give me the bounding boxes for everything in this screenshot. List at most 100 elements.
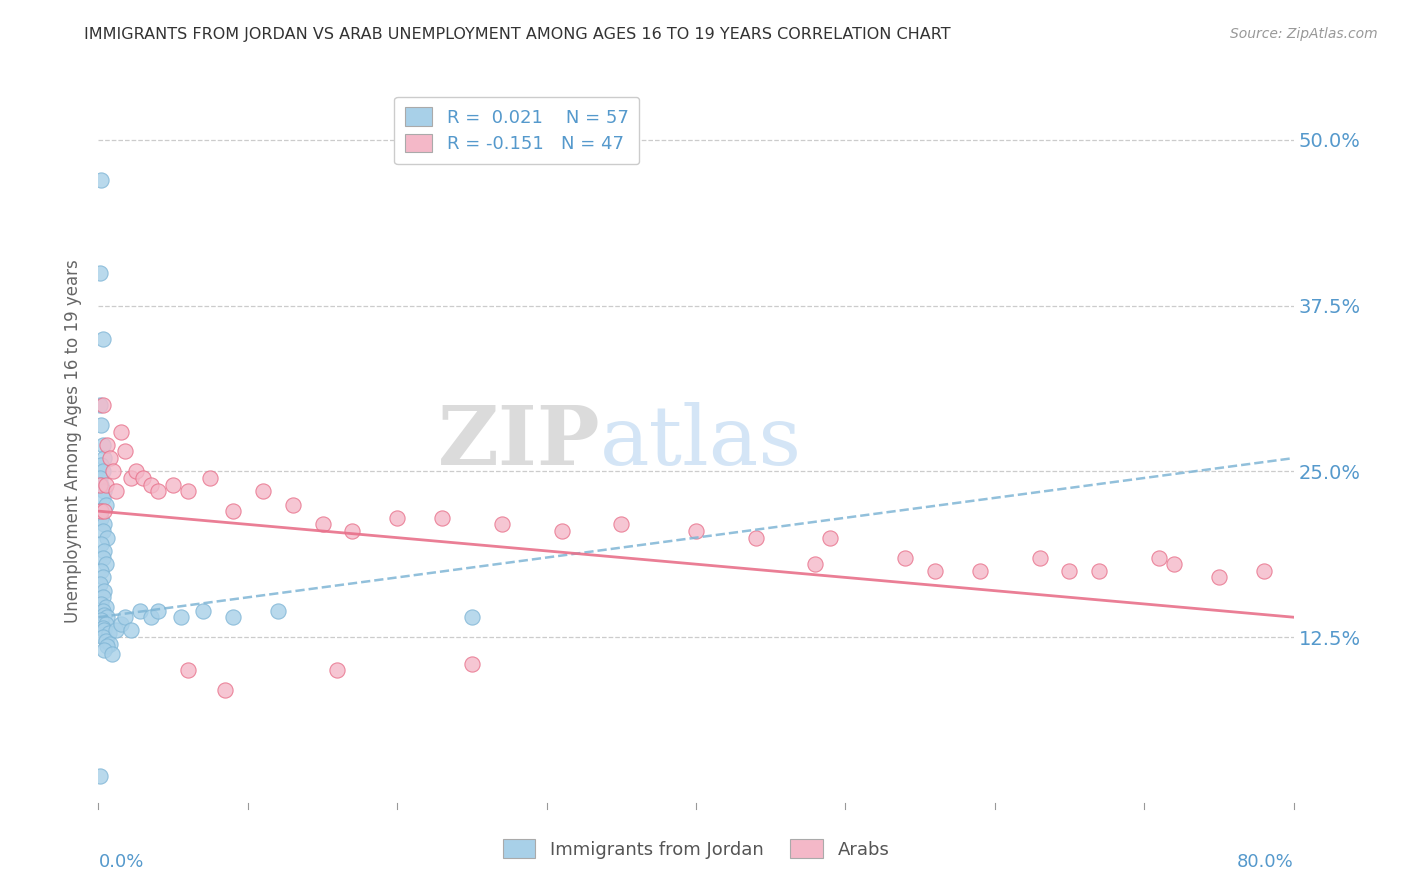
Point xyxy=(745,531,768,545)
Point xyxy=(97,626,120,640)
Point xyxy=(94,498,117,512)
Point xyxy=(385,510,409,524)
Point xyxy=(94,616,117,631)
Legend: Immigrants from Jordan, Arabs: Immigrants from Jordan, Arabs xyxy=(495,832,897,866)
Point xyxy=(101,648,124,662)
Point xyxy=(110,425,132,439)
Point xyxy=(89,266,111,280)
Point xyxy=(89,769,111,783)
Point xyxy=(214,683,236,698)
Point xyxy=(326,663,349,677)
Point xyxy=(162,477,184,491)
Point xyxy=(90,417,112,432)
Point xyxy=(91,464,114,478)
Point xyxy=(105,624,128,638)
Point xyxy=(169,610,191,624)
Point xyxy=(281,498,304,512)
Point xyxy=(91,438,114,452)
Point xyxy=(177,663,200,677)
Text: atlas: atlas xyxy=(600,401,803,482)
Point xyxy=(90,510,112,524)
Point xyxy=(91,550,114,565)
Point xyxy=(89,398,111,412)
Point xyxy=(93,583,115,598)
Point xyxy=(93,624,115,638)
Point xyxy=(105,484,128,499)
Point xyxy=(93,484,115,499)
Point xyxy=(894,550,917,565)
Point xyxy=(89,577,111,591)
Point xyxy=(96,610,118,624)
Text: 0.0%: 0.0% xyxy=(98,854,143,871)
Y-axis label: Unemployment Among Ages 16 to 19 years: Unemployment Among Ages 16 to 19 years xyxy=(65,260,83,624)
Point xyxy=(90,458,112,472)
Point xyxy=(120,624,142,638)
Point xyxy=(89,477,111,491)
Point xyxy=(820,531,842,545)
Point xyxy=(114,610,136,624)
Point xyxy=(90,613,112,627)
Point xyxy=(1253,564,1275,578)
Point xyxy=(91,332,114,346)
Point xyxy=(91,570,114,584)
Point xyxy=(1163,557,1185,571)
Point xyxy=(491,517,513,532)
Point xyxy=(90,564,112,578)
Point xyxy=(969,564,991,578)
Point xyxy=(1147,550,1170,565)
Point xyxy=(252,484,274,499)
Point xyxy=(91,630,114,644)
Point xyxy=(93,451,115,466)
Point xyxy=(93,504,115,518)
Point xyxy=(91,398,114,412)
Point xyxy=(550,524,572,538)
Point xyxy=(91,524,114,538)
Point xyxy=(91,491,114,505)
Point xyxy=(90,172,112,186)
Point xyxy=(120,471,142,485)
Point xyxy=(89,504,111,518)
Point xyxy=(222,610,245,624)
Point xyxy=(96,531,118,545)
Point xyxy=(96,640,118,654)
Point xyxy=(89,471,111,485)
Point xyxy=(461,657,484,671)
Point xyxy=(94,557,117,571)
Point xyxy=(222,504,245,518)
Point xyxy=(610,517,633,532)
Point xyxy=(93,544,115,558)
Point xyxy=(91,603,114,617)
Point xyxy=(311,517,333,532)
Point xyxy=(125,464,148,478)
Point xyxy=(461,610,484,624)
Point xyxy=(103,464,125,478)
Point xyxy=(90,504,112,518)
Point xyxy=(139,477,162,491)
Point xyxy=(96,438,118,452)
Point xyxy=(200,471,222,485)
Point xyxy=(430,510,453,524)
Point xyxy=(177,484,200,499)
Point xyxy=(94,477,117,491)
Point xyxy=(114,444,136,458)
Text: IMMIGRANTS FROM JORDAN VS ARAB UNEMPLOYMENT AMONG AGES 16 TO 19 YEARS CORRELATIO: IMMIGRANTS FROM JORDAN VS ARAB UNEMPLOYM… xyxy=(84,27,950,42)
Point xyxy=(804,557,827,571)
Point xyxy=(139,610,162,624)
Point xyxy=(94,599,117,614)
Point xyxy=(98,637,122,651)
Point xyxy=(267,603,290,617)
Text: 80.0%: 80.0% xyxy=(1237,854,1294,871)
Point xyxy=(90,477,112,491)
Point xyxy=(1028,550,1050,565)
Text: Source: ZipAtlas.com: Source: ZipAtlas.com xyxy=(1230,27,1378,41)
Point xyxy=(93,643,115,657)
Point xyxy=(93,607,115,622)
Point xyxy=(94,634,117,648)
Point xyxy=(1088,564,1111,578)
Point xyxy=(90,597,112,611)
Point xyxy=(685,524,707,538)
Point xyxy=(1059,564,1081,578)
Point xyxy=(148,603,170,617)
Point xyxy=(129,603,152,617)
Point xyxy=(1208,570,1230,584)
